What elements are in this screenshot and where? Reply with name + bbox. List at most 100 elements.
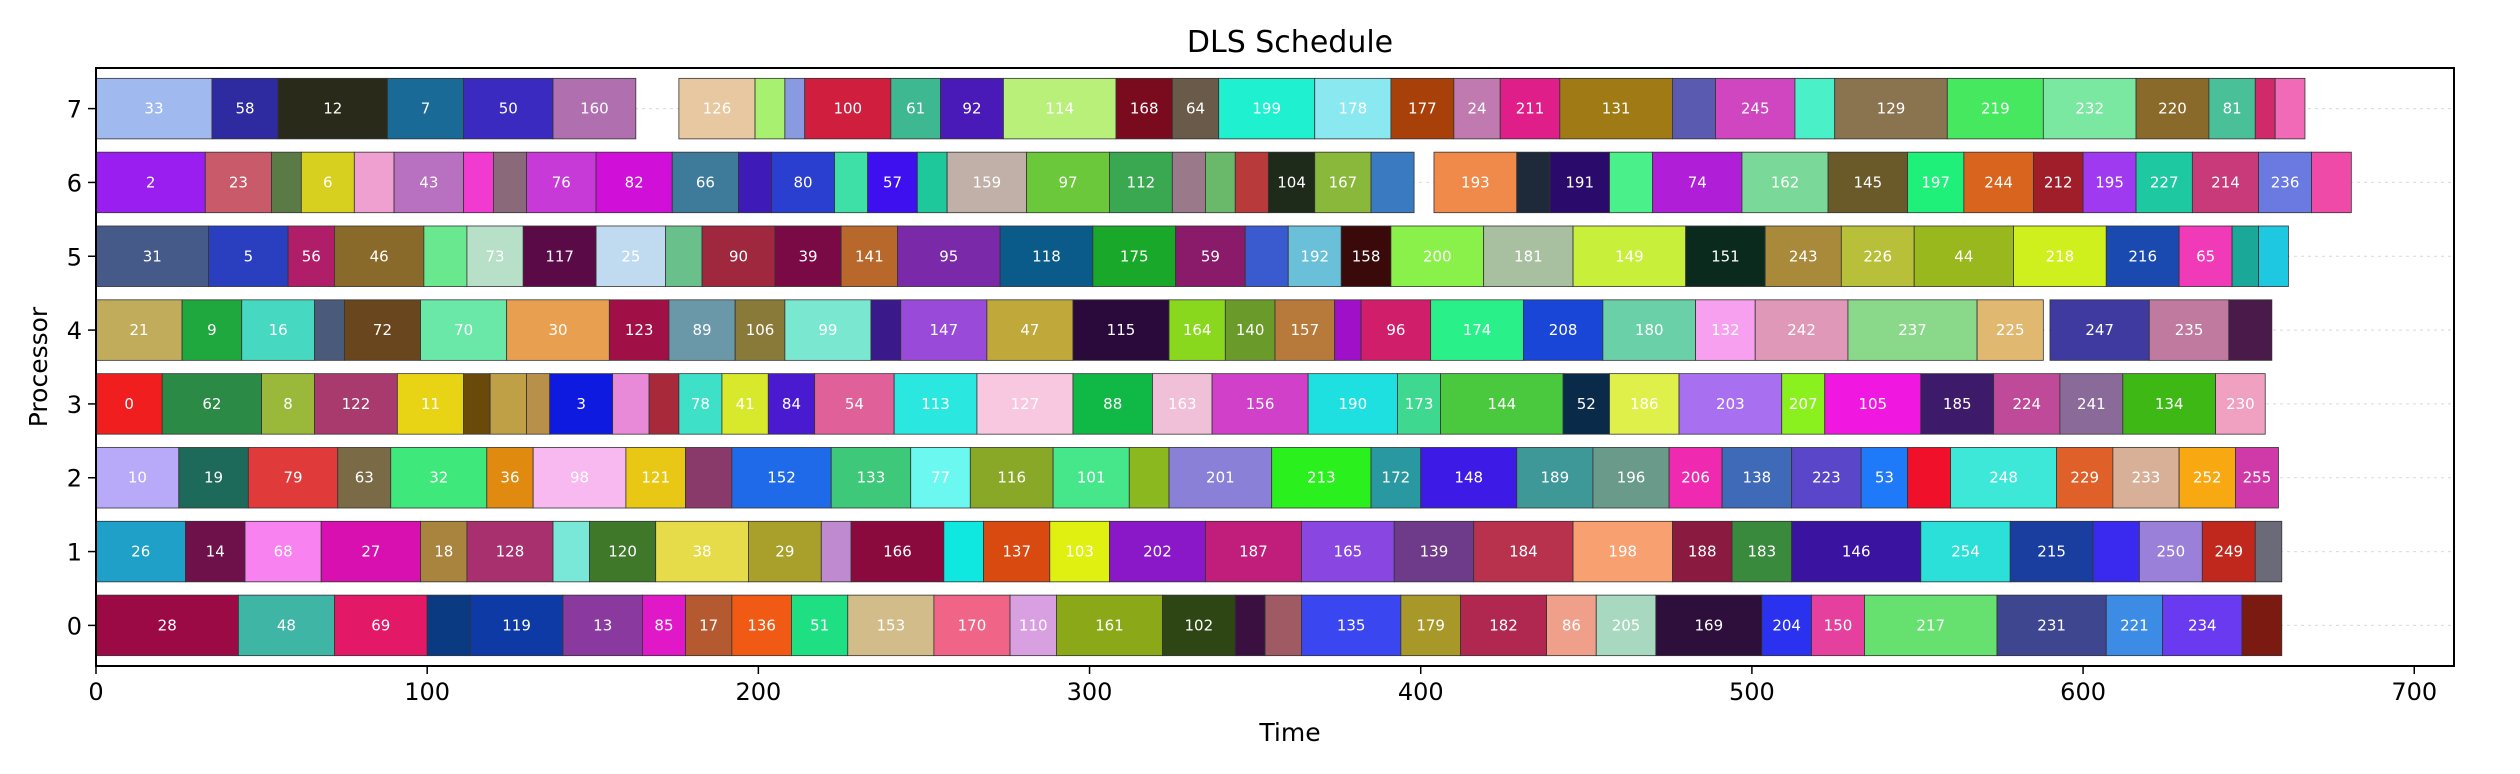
task-label: 140 bbox=[1236, 321, 1265, 339]
task-label: 76 bbox=[552, 173, 571, 191]
task-label: 181 bbox=[1514, 247, 1543, 265]
task-bar-p1-t202 bbox=[1109, 520, 1206, 583]
task-label: 126 bbox=[703, 100, 732, 118]
task-bar-p4-t99 bbox=[784, 299, 872, 361]
x-axis: 0 100 200 300 400 500 600 700 bbox=[88, 666, 2437, 706]
task-label: 23 bbox=[229, 173, 248, 191]
task-label: 212 bbox=[2044, 173, 2073, 191]
task-bar-p4-t157 bbox=[1274, 299, 1336, 361]
task-bar-p0-t205 bbox=[1595, 594, 1657, 657]
task-label: 26 bbox=[131, 543, 150, 561]
task-bar-p6 bbox=[493, 151, 527, 214]
task-label: 116 bbox=[997, 469, 1026, 487]
task-label: 46 bbox=[370, 247, 389, 265]
task-bar-p6-t74 bbox=[1652, 151, 1743, 214]
task-label: 70 bbox=[454, 321, 473, 339]
task-bar-p6-t43 bbox=[393, 151, 465, 214]
task-label: 58 bbox=[235, 100, 254, 118]
task-bar-p7-t7 bbox=[387, 77, 465, 140]
task-label: 92 bbox=[962, 100, 981, 118]
task-label: 57 bbox=[883, 173, 902, 191]
task-bar-p3-t134 bbox=[2122, 373, 2216, 435]
task-label: 195 bbox=[2095, 173, 2124, 191]
task-bar-p4-t235 bbox=[2148, 299, 2230, 361]
task-label: 0 bbox=[124, 395, 134, 413]
task-label: 243 bbox=[1789, 247, 1818, 265]
y-tick-label: 0 bbox=[67, 612, 82, 640]
task-label: 184 bbox=[1509, 543, 1538, 561]
task-bar-p7-t58 bbox=[211, 77, 279, 140]
task-bar-p3 bbox=[648, 373, 680, 435]
task-label: 79 bbox=[284, 469, 303, 487]
task-label: 178 bbox=[1339, 100, 1368, 118]
task-label: 59 bbox=[1201, 247, 1220, 265]
task-label: 225 bbox=[1996, 321, 2025, 339]
task-bar-p6-t191 bbox=[1549, 151, 1610, 214]
task-bar-p1-t14 bbox=[185, 520, 246, 583]
task-label: 80 bbox=[794, 173, 813, 191]
task-label: 132 bbox=[1711, 321, 1740, 339]
task-label: 138 bbox=[1743, 469, 1772, 487]
task-label: 226 bbox=[1863, 247, 1892, 265]
task-bar-p6-t66 bbox=[671, 151, 739, 214]
task-bar-p7 bbox=[2274, 77, 2306, 140]
task-bar-p2-t98 bbox=[532, 447, 627, 509]
task-label: 216 bbox=[2128, 247, 2157, 265]
task-bar-p2-t53 bbox=[1860, 447, 1908, 509]
task-bar-p2 bbox=[685, 447, 733, 509]
task-label: 205 bbox=[1612, 616, 1641, 634]
task-bar-p2-t252 bbox=[2178, 447, 2236, 509]
task-label: 123 bbox=[625, 321, 654, 339]
task-bar-p1-t27 bbox=[320, 520, 421, 583]
task-label: 115 bbox=[1107, 321, 1136, 339]
task-bar-p4-t89 bbox=[668, 299, 736, 361]
task-label: 187 bbox=[1239, 543, 1268, 561]
task-label: 128 bbox=[496, 543, 525, 561]
task-label: 144 bbox=[1488, 395, 1517, 413]
task-bar-p1-t254 bbox=[1920, 520, 2011, 583]
task-bar-p1-t166 bbox=[850, 520, 945, 583]
task-label: 149 bbox=[1615, 247, 1644, 265]
task-bar-p2-t201 bbox=[1168, 447, 1273, 509]
task-label: 217 bbox=[1916, 616, 1945, 634]
task-bar-p7-t232 bbox=[2042, 77, 2137, 140]
task-bar-p1 bbox=[552, 520, 590, 583]
task-bar-p3-t88 bbox=[1072, 373, 1153, 435]
task-bar-p0-t161 bbox=[1056, 594, 1163, 657]
task-bar-p6-t76 bbox=[526, 151, 597, 214]
task-label: 180 bbox=[1635, 321, 1664, 339]
y-tick-label: 5 bbox=[67, 243, 82, 271]
task-label: 73 bbox=[486, 247, 505, 265]
task-bar-p1-t249 bbox=[2201, 520, 2256, 583]
task-bar-p3-t62 bbox=[161, 373, 262, 435]
task-bar-p2-t101 bbox=[1052, 447, 1130, 509]
task-bar-p5-t59 bbox=[1175, 225, 1246, 287]
task-bar-p2-t10 bbox=[95, 447, 180, 509]
task-label: 185 bbox=[1943, 395, 1972, 413]
task-bar-p2-t189 bbox=[1516, 447, 1594, 509]
task-bar-p0-t13 bbox=[562, 594, 643, 657]
task-label: 114 bbox=[1045, 100, 1074, 118]
task-label: 5 bbox=[244, 247, 254, 265]
task-bar-p3-t11 bbox=[396, 373, 465, 435]
x-tick-label: 200 bbox=[735, 678, 781, 706]
task-label: 157 bbox=[1290, 321, 1319, 339]
task-bar-p1 bbox=[2254, 520, 2283, 583]
task-label: 68 bbox=[274, 543, 293, 561]
task-bar-p6 bbox=[463, 151, 494, 214]
x-tick-label: 300 bbox=[1067, 678, 1113, 706]
task-bar-p3-t52 bbox=[1562, 373, 1610, 435]
task-bar-p4-t242 bbox=[1754, 299, 1849, 361]
task-bar-p5 bbox=[665, 225, 703, 287]
y-tick-label: 4 bbox=[67, 317, 82, 345]
task-bar-p2-t138 bbox=[1721, 447, 1793, 509]
task-label: 25 bbox=[621, 247, 640, 265]
task-label: 88 bbox=[1103, 395, 1122, 413]
task-label: 105 bbox=[1858, 395, 1887, 413]
task-label: 7 bbox=[421, 100, 431, 118]
task-bar-p5-t46 bbox=[334, 225, 425, 287]
task-bar-p7-t131 bbox=[1559, 77, 1673, 140]
task-bar-p1-t120 bbox=[589, 520, 657, 583]
task-label: 11 bbox=[421, 395, 440, 413]
task-bar-p5-t200 bbox=[1390, 225, 1485, 287]
